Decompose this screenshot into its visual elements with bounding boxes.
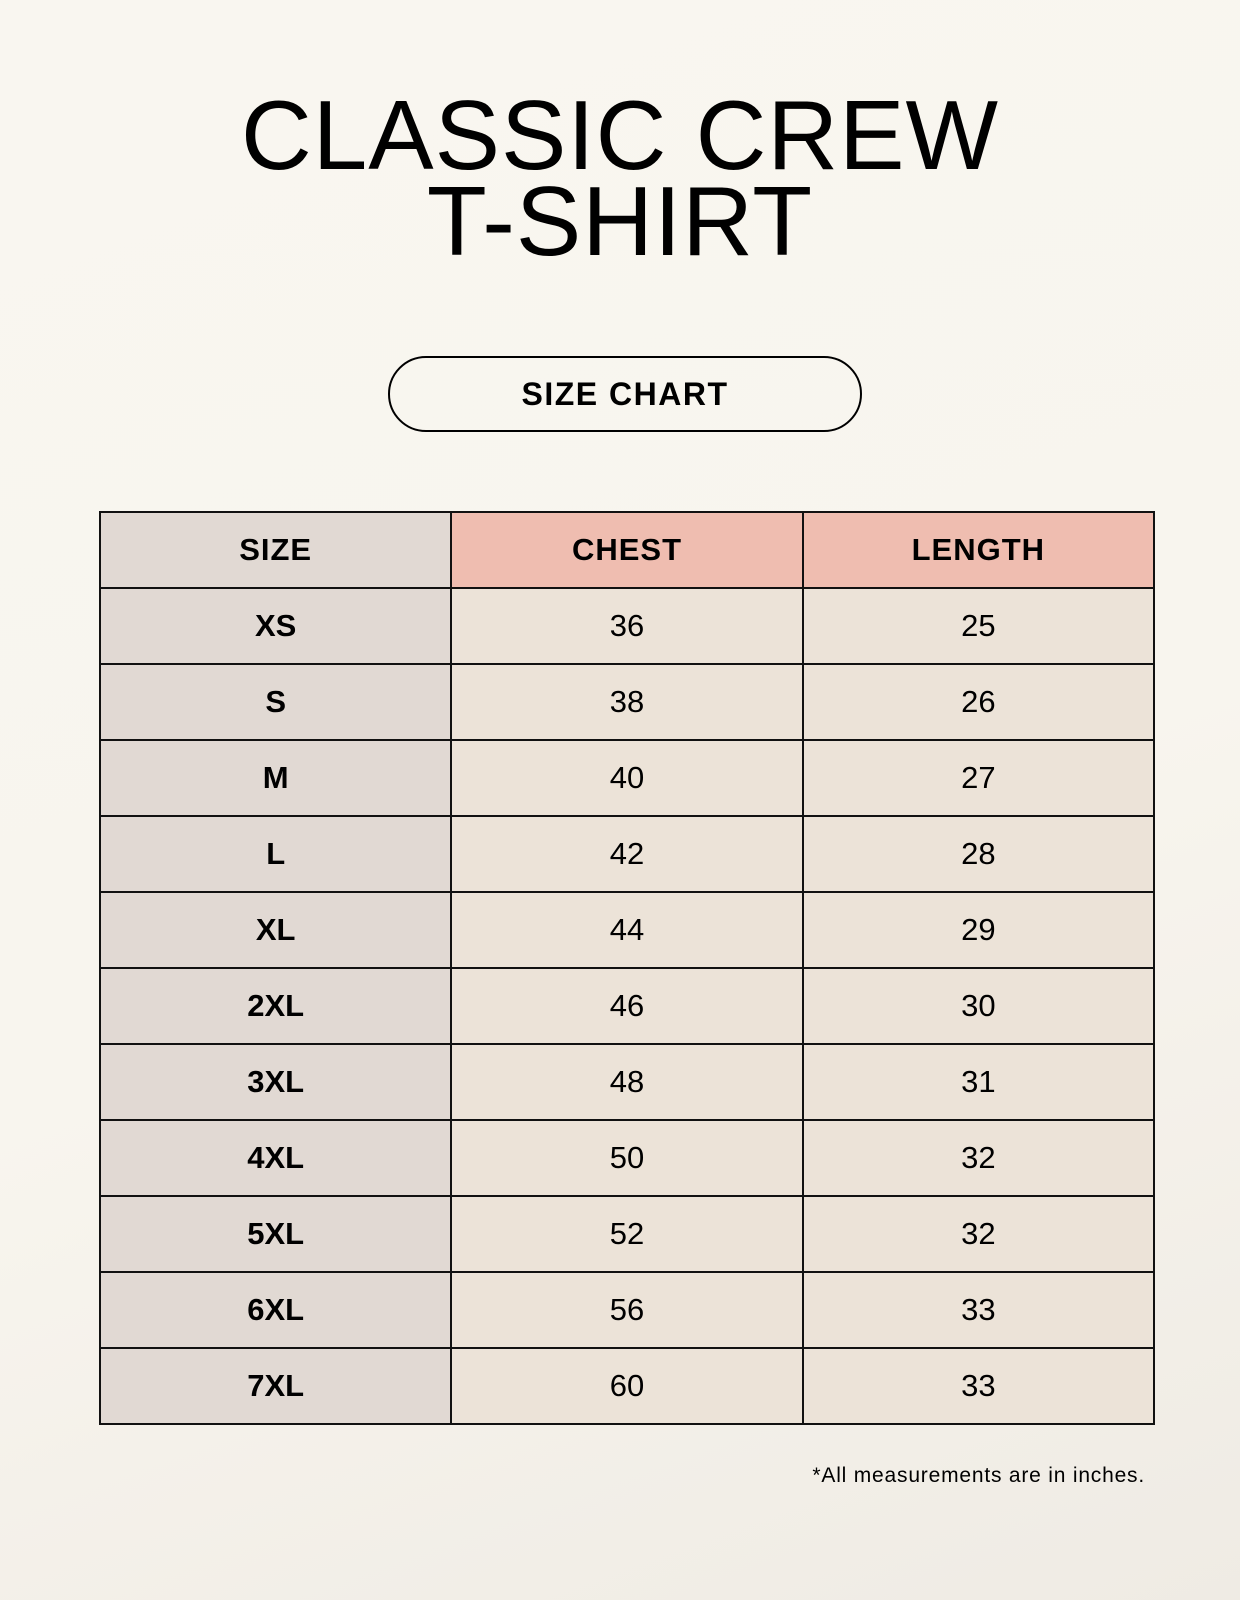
size-table: SIZE CHEST LENGTH XS 36 25 S 38 26 M 40 27 L 42 28 X… xyxy=(98,511,1156,1425)
cell-chest: 38 xyxy=(450,663,804,741)
cell-length: 32 xyxy=(801,1195,1156,1273)
table-row: XS 36 25 xyxy=(98,587,1156,665)
table-row: 2XL 46 30 xyxy=(98,967,1156,1045)
cell-chest: 46 xyxy=(450,967,804,1045)
table-row: 4XL 50 32 xyxy=(98,1119,1156,1197)
cell-size: XS xyxy=(98,587,453,665)
table-row: 6XL 56 33 xyxy=(98,1271,1156,1349)
table-row: M 40 27 xyxy=(98,739,1156,817)
cell-chest: 44 xyxy=(450,891,804,969)
cell-length: 27 xyxy=(801,739,1156,817)
table-row: S 38 26 xyxy=(98,663,1156,741)
header-size: SIZE xyxy=(98,511,453,589)
table-row: XL 44 29 xyxy=(98,891,1156,969)
cell-size: 5XL xyxy=(98,1195,453,1273)
cell-length: 33 xyxy=(801,1271,1156,1349)
cell-chest: 50 xyxy=(450,1119,804,1197)
cell-length: 26 xyxy=(801,663,1156,741)
table-row: 3XL 48 31 xyxy=(98,1043,1156,1121)
page-title: CLASSIC CREW T-SHIRT xyxy=(0,80,1240,276)
cell-size: 2XL xyxy=(98,967,453,1045)
cell-chest: 52 xyxy=(450,1195,804,1273)
cell-size: 3XL xyxy=(98,1043,453,1121)
cell-chest: 60 xyxy=(450,1347,804,1425)
cell-length: 32 xyxy=(801,1119,1156,1197)
cell-length: 33 xyxy=(801,1347,1156,1425)
cell-size: 7XL xyxy=(98,1347,453,1425)
header-row: SIZE CHEST LENGTH xyxy=(98,511,1156,589)
size-chart-badge: SIZE CHART xyxy=(388,356,862,432)
cell-size: 4XL xyxy=(98,1119,453,1197)
cell-chest: 48 xyxy=(450,1043,804,1121)
title-line-1: CLASSIC CREW xyxy=(240,80,999,190)
cell-chest: 56 xyxy=(450,1271,804,1349)
cell-chest: 36 xyxy=(450,587,804,665)
footnote: *All measurements are in inches. xyxy=(812,1464,1145,1487)
title-line-2: T-SHIRT xyxy=(426,166,814,276)
cell-size: XL xyxy=(98,891,453,969)
cell-size: 6XL xyxy=(98,1271,453,1349)
cell-length: 30 xyxy=(801,967,1156,1045)
cell-length: 29 xyxy=(801,891,1156,969)
table-row: 5XL 52 32 xyxy=(98,1195,1156,1273)
cell-size: S xyxy=(98,663,453,741)
cell-length: 25 xyxy=(801,587,1156,665)
header-length: LENGTH xyxy=(801,511,1156,589)
cell-length: 31 xyxy=(801,1043,1156,1121)
cell-size: M xyxy=(98,739,453,817)
cell-length: 28 xyxy=(801,815,1156,893)
table-row: L 42 28 xyxy=(98,815,1156,893)
table-row: 7XL 60 33 xyxy=(98,1347,1156,1425)
header-chest: CHEST xyxy=(450,511,804,589)
cell-chest: 42 xyxy=(450,815,804,893)
cell-size: L xyxy=(98,815,453,893)
cell-chest: 40 xyxy=(450,739,804,817)
